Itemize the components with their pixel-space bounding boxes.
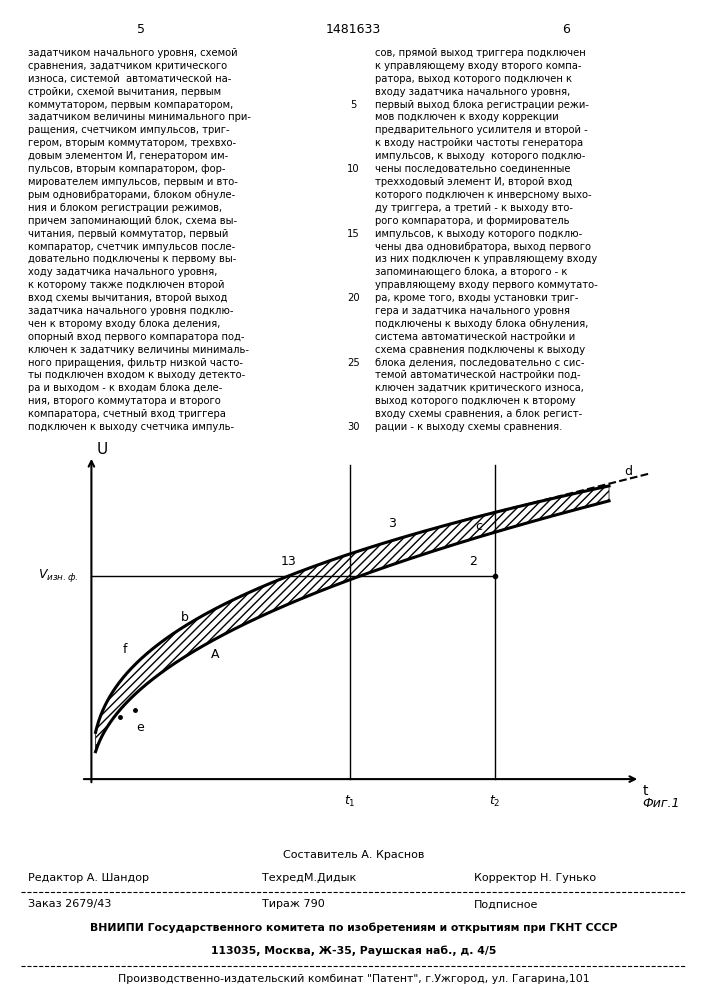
Text: ду триггера, а третий - к выходу вто-: ду триггера, а третий - к выходу вто-	[375, 203, 573, 213]
Text: вход схемы вычитания, второй выход: вход схемы вычитания, второй выход	[28, 293, 228, 303]
Text: подключен к выходу счетчика импуль-: подключен к выходу счетчика импуль-	[28, 422, 235, 432]
Text: сов, прямой выход триггера подключен: сов, прямой выход триггера подключен	[375, 48, 585, 58]
Text: сравнения, задатчиком критического: сравнения, задатчиком критического	[28, 61, 228, 71]
Text: 2: 2	[469, 555, 477, 568]
Text: система автоматической настройки и: система автоматической настройки и	[375, 332, 575, 342]
Text: подключены к выходу блока обнуления,: подключены к выходу блока обнуления,	[375, 319, 588, 329]
Text: ключен к задатчику величины минималь-: ключен к задатчику величины минималь-	[28, 345, 250, 355]
Text: гером, вторым коммутатором, трехвхо-: гером, вторым коммутатором, трехвхо-	[28, 138, 236, 148]
Text: $t_2$: $t_2$	[489, 794, 501, 809]
Text: 6: 6	[561, 23, 570, 36]
Text: $V_{изн.ф.}$: $V_{изн.ф.}$	[38, 567, 78, 584]
Text: управляющему входу первого коммутато-: управляющему входу первого коммутато-	[375, 280, 597, 290]
Text: 3: 3	[387, 517, 395, 530]
Text: гера и задатчика начального уровня: гера и задатчика начального уровня	[375, 306, 570, 316]
Text: чены последовательно соединенные: чены последовательно соединенные	[375, 164, 571, 174]
Text: Редактор А. Шандор: Редактор А. Шандор	[28, 873, 149, 883]
Text: коммутатором, первым компаратором,: коммутатором, первым компаратором,	[28, 100, 233, 110]
Text: ТехредМ.Дидык: ТехредМ.Дидык	[262, 873, 356, 883]
Text: предварительного усилителя и второй -: предварительного усилителя и второй -	[375, 125, 588, 135]
Text: компаратора, счетный вход триггера: компаратора, счетный вход триггера	[28, 409, 226, 419]
Text: Фиг.1: Фиг.1	[643, 797, 680, 810]
Text: 25: 25	[347, 358, 360, 368]
Text: к которому также подключен второй: к которому также подключен второй	[28, 280, 225, 290]
Text: $t_1$: $t_1$	[344, 794, 356, 809]
Text: Подписное: Подписное	[474, 899, 538, 909]
Text: c: c	[475, 520, 482, 533]
Text: задатчика начального уровня подклю-: задатчика начального уровня подклю-	[28, 306, 234, 316]
Text: U: U	[97, 442, 108, 458]
Text: первый выход блока регистрации режи-: первый выход блока регистрации режи-	[375, 100, 589, 110]
Text: рого компаратора, и формирователь: рого компаратора, и формирователь	[375, 216, 569, 226]
Text: рации - к выходу схемы сравнения.: рации - к выходу схемы сравнения.	[375, 422, 562, 432]
Text: чены два одновибратора, выход первого: чены два одновибратора, выход первого	[375, 241, 591, 251]
Text: ра и выходом - к входам блока деле-: ра и выходом - к входам блока деле-	[28, 383, 223, 393]
Text: 13: 13	[280, 555, 296, 568]
Text: Корректор Н. Гунько: Корректор Н. Гунько	[474, 873, 596, 883]
Text: задатчиком величины минимального при-: задатчиком величины минимального при-	[28, 112, 251, 122]
Text: пульсов, вторым компаратором, фор-: пульсов, вторым компаратором, фор-	[28, 164, 226, 174]
Text: A: A	[211, 648, 219, 661]
Text: ния, второго коммутатора и второго: ния, второго коммутатора и второго	[28, 396, 221, 406]
Text: входу задатчика начального уровня,: входу задатчика начального уровня,	[375, 87, 570, 97]
Text: Заказ 2679/43: Заказ 2679/43	[28, 899, 112, 909]
Text: 5: 5	[137, 23, 146, 36]
Text: довым элементом И, генератором им-: довым элементом И, генератором им-	[28, 151, 228, 161]
Text: к управляющему входу второго компа-: к управляющему входу второго компа-	[375, 61, 581, 71]
Text: 1481633: 1481633	[326, 23, 381, 36]
Text: запоминающего блока, а второго - к: запоминающего блока, а второго - к	[375, 267, 567, 277]
Text: 10: 10	[347, 164, 360, 174]
Text: чен к второму входу блока деления,: чен к второму входу блока деления,	[28, 319, 221, 329]
Text: Тираж 790: Тираж 790	[262, 899, 325, 909]
Text: f: f	[123, 643, 128, 656]
Text: ращения, счетчиком импульсов, триг-: ращения, счетчиком импульсов, триг-	[28, 125, 230, 135]
Text: задатчиком начального уровня, схемой: задатчиком начального уровня, схемой	[28, 48, 238, 58]
Text: 20: 20	[347, 293, 360, 303]
Text: стройки, схемой вычитания, первым: стройки, схемой вычитания, первым	[28, 87, 221, 97]
Text: ты подключен входом к выходу детекто-: ты подключен входом к выходу детекто-	[28, 370, 245, 380]
Text: входу схемы сравнения, а блок регист-: входу схемы сравнения, а блок регист-	[375, 409, 582, 419]
Text: 15: 15	[347, 229, 360, 239]
Text: 5: 5	[350, 100, 357, 110]
Text: схема сравнения подключены к выходу: схема сравнения подключены к выходу	[375, 345, 585, 355]
Text: ратора, выход которого подключен к: ратора, выход которого подключен к	[375, 74, 572, 84]
Text: b: b	[181, 611, 189, 624]
Text: рым одновибраторами, блоком обнуле-: рым одновибраторами, блоком обнуле-	[28, 190, 235, 200]
Text: выход которого подключен к второму: выход которого подключен к второму	[375, 396, 575, 406]
Text: e: e	[136, 721, 144, 734]
Text: ключен задатчик критического износа,: ключен задатчик критического износа,	[375, 383, 583, 393]
Text: 113035, Москва, Ж-35, Раушская наб., д. 4/5: 113035, Москва, Ж-35, Раушская наб., д. …	[211, 946, 496, 956]
Text: ния и блоком регистрации режимов,: ния и блоком регистрации режимов,	[28, 203, 223, 213]
Text: из них подключен к управляющему входу: из них подключен к управляющему входу	[375, 254, 597, 264]
Text: читания, первый коммутатор, первый: читания, первый коммутатор, первый	[28, 229, 228, 239]
Text: Составитель А. Краснов: Составитель А. Краснов	[283, 850, 424, 860]
Text: Производственно-издательский комбинат "Патент", г.Ужгород, ул. Гагарина,101: Производственно-издательский комбинат "П…	[117, 974, 590, 984]
Text: темой автоматической настройки под-: темой автоматической настройки под-	[375, 370, 580, 380]
Text: причем запоминающий блок, схема вы-: причем запоминающий блок, схема вы-	[28, 216, 238, 226]
Text: ного приращения, фильтр низкой часто-: ного приращения, фильтр низкой часто-	[28, 358, 243, 368]
Text: ра, кроме того, входы установки триг-: ра, кроме того, входы установки триг-	[375, 293, 578, 303]
Text: мирователем импульсов, первым и вто-: мирователем импульсов, первым и вто-	[28, 177, 238, 187]
Text: d: d	[624, 465, 633, 478]
Text: импульсов, к выходу которого подклю-: импульсов, к выходу которого подклю-	[375, 229, 582, 239]
Text: мов подключен к входу коррекции: мов подключен к входу коррекции	[375, 112, 559, 122]
Text: довательно подключены к первому вы-: довательно подключены к первому вы-	[28, 254, 237, 264]
Text: износа, системой  автоматической на-: износа, системой автоматической на-	[28, 74, 232, 84]
Text: 30: 30	[347, 422, 360, 432]
Text: к входу настройки частоты генератора: к входу настройки частоты генератора	[375, 138, 583, 148]
Text: ходу задатчика начального уровня,: ходу задатчика начального уровня,	[28, 267, 218, 277]
Text: которого подключен к инверсному выхо-: которого подключен к инверсному выхо-	[375, 190, 591, 200]
Text: ВНИИПИ Государственного комитета по изобретениям и открытиям при ГКНТ СССР: ВНИИПИ Государственного комитета по изоб…	[90, 922, 617, 933]
Text: t: t	[643, 784, 648, 798]
Text: опорный вход первого компаратора под-: опорный вход первого компаратора под-	[28, 332, 245, 342]
Text: импульсов, к выходу  которого подклю-: импульсов, к выходу которого подклю-	[375, 151, 585, 161]
Text: блока деления, последовательно с сис-: блока деления, последовательно с сис-	[375, 358, 584, 368]
Text: компаратор, счетчик импульсов после-: компаратор, счетчик импульсов после-	[28, 241, 235, 251]
Text: трехходовый элемент И, второй вход: трехходовый элемент И, второй вход	[375, 177, 572, 187]
